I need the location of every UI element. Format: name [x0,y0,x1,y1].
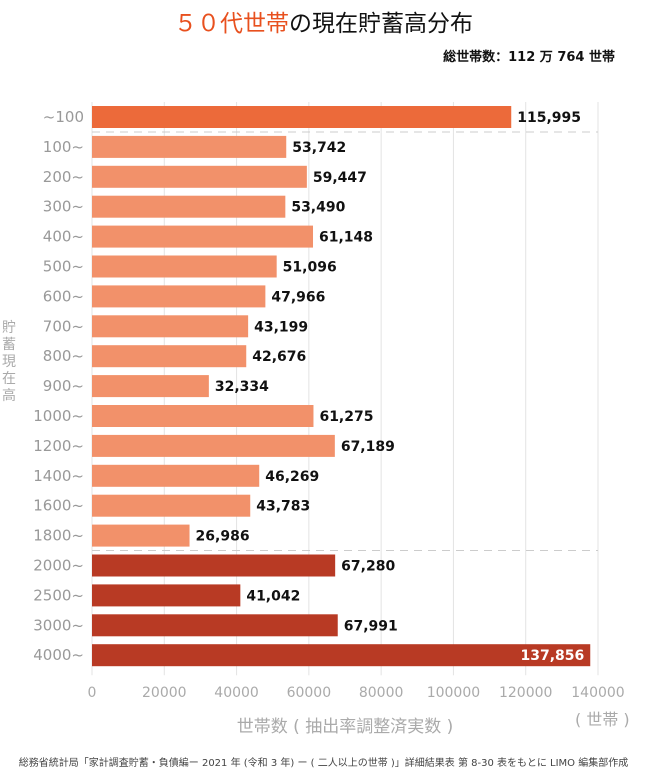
chart-title: ５０代世帯の現在貯蓄高分布 [0,4,647,38]
bar [92,225,314,248]
bar [92,524,190,547]
bar [92,464,260,487]
x-axis-unit: ( 世帯 ) [575,710,630,729]
data-label: 67,991 [344,618,398,634]
x-tick-label: 80000 [359,685,404,701]
y-tick-label: 1800~ [33,527,84,545]
x-tick-label: 40000 [214,685,259,701]
data-label: 42,676 [252,349,306,365]
y-tick-label: 700~ [43,317,84,335]
x-axis-label: 世帯数 ( 抽出率調整済実数 ) [236,717,454,737]
bar [92,644,591,667]
bar [92,285,266,308]
bar [92,165,307,188]
y-tick-label: 600~ [43,287,84,305]
y-tick-label: 100~ [43,138,84,156]
x-tick-label: 120000 [499,685,552,701]
bar [92,434,335,457]
data-label: 59,447 [313,170,367,186]
y-tick-label: 300~ [43,198,84,216]
data-label: 43,783 [256,499,310,515]
data-label: 46,269 [265,469,319,485]
x-tick-label: 100000 [427,685,480,701]
x-tick-label: 140000 [571,685,624,701]
y-tick-label: 1400~ [33,467,84,485]
y-tick-label: 500~ [43,258,84,276]
y-tick-label: ~100 [43,108,84,126]
data-label: 47,966 [271,289,325,305]
data-label: 67,189 [341,439,395,455]
bar [92,584,241,607]
y-tick-label: 1000~ [33,407,84,425]
data-label: 41,042 [246,588,300,604]
data-label: 61,148 [319,230,373,246]
y-axis-label: 貯蓄現在高 [2,320,16,404]
bar [92,255,277,278]
bar [92,106,512,128]
y-tick-label: 1600~ [33,497,84,515]
total-households: 総世帯数：112 万 764 世帯 [443,50,615,65]
bar [92,345,247,368]
y-tick-label: 800~ [43,347,84,365]
y-tick-label: 4000~ [33,646,84,664]
y-tick-label: 2500~ [33,586,84,604]
title-highlight: ５０代世帯 [174,11,289,37]
bar [92,375,209,398]
data-label: 26,986 [196,529,250,545]
x-tick-label: 20000 [142,685,187,701]
y-tick-label: 200~ [43,168,84,186]
y-tick-label: 1200~ [33,437,84,455]
bar [92,614,338,637]
data-label: 43,199 [254,319,308,335]
bar [92,315,249,338]
x-tick-label: 60000 [287,685,332,701]
data-label: 53,742 [292,140,346,156]
y-tick-label: 2000~ [33,557,84,575]
data-label: 115,995 [517,110,581,126]
data-label: 51,096 [283,260,337,276]
y-tick-label: 3000~ [33,616,84,634]
data-label: 32,334 [215,379,269,395]
y-tick-label: 400~ [43,228,84,246]
y-tick-label: 900~ [43,377,84,395]
bar [92,554,336,577]
data-label: 67,280 [341,559,395,575]
data-label: 53,490 [291,200,345,216]
title-rest: の現在貯蓄高分布 [289,11,473,37]
data-label: 61,275 [319,409,373,425]
bar [92,195,286,218]
bar [92,494,251,517]
bar [92,135,287,158]
bar [92,405,314,427]
source-note: 総務省統計局「家計調査貯蓄・負債編ー 2021 年 (令和 3 年) ー ( 二… [18,758,629,769]
data-label: 137,856 [520,648,584,664]
x-tick-label: 0 [88,685,97,701]
